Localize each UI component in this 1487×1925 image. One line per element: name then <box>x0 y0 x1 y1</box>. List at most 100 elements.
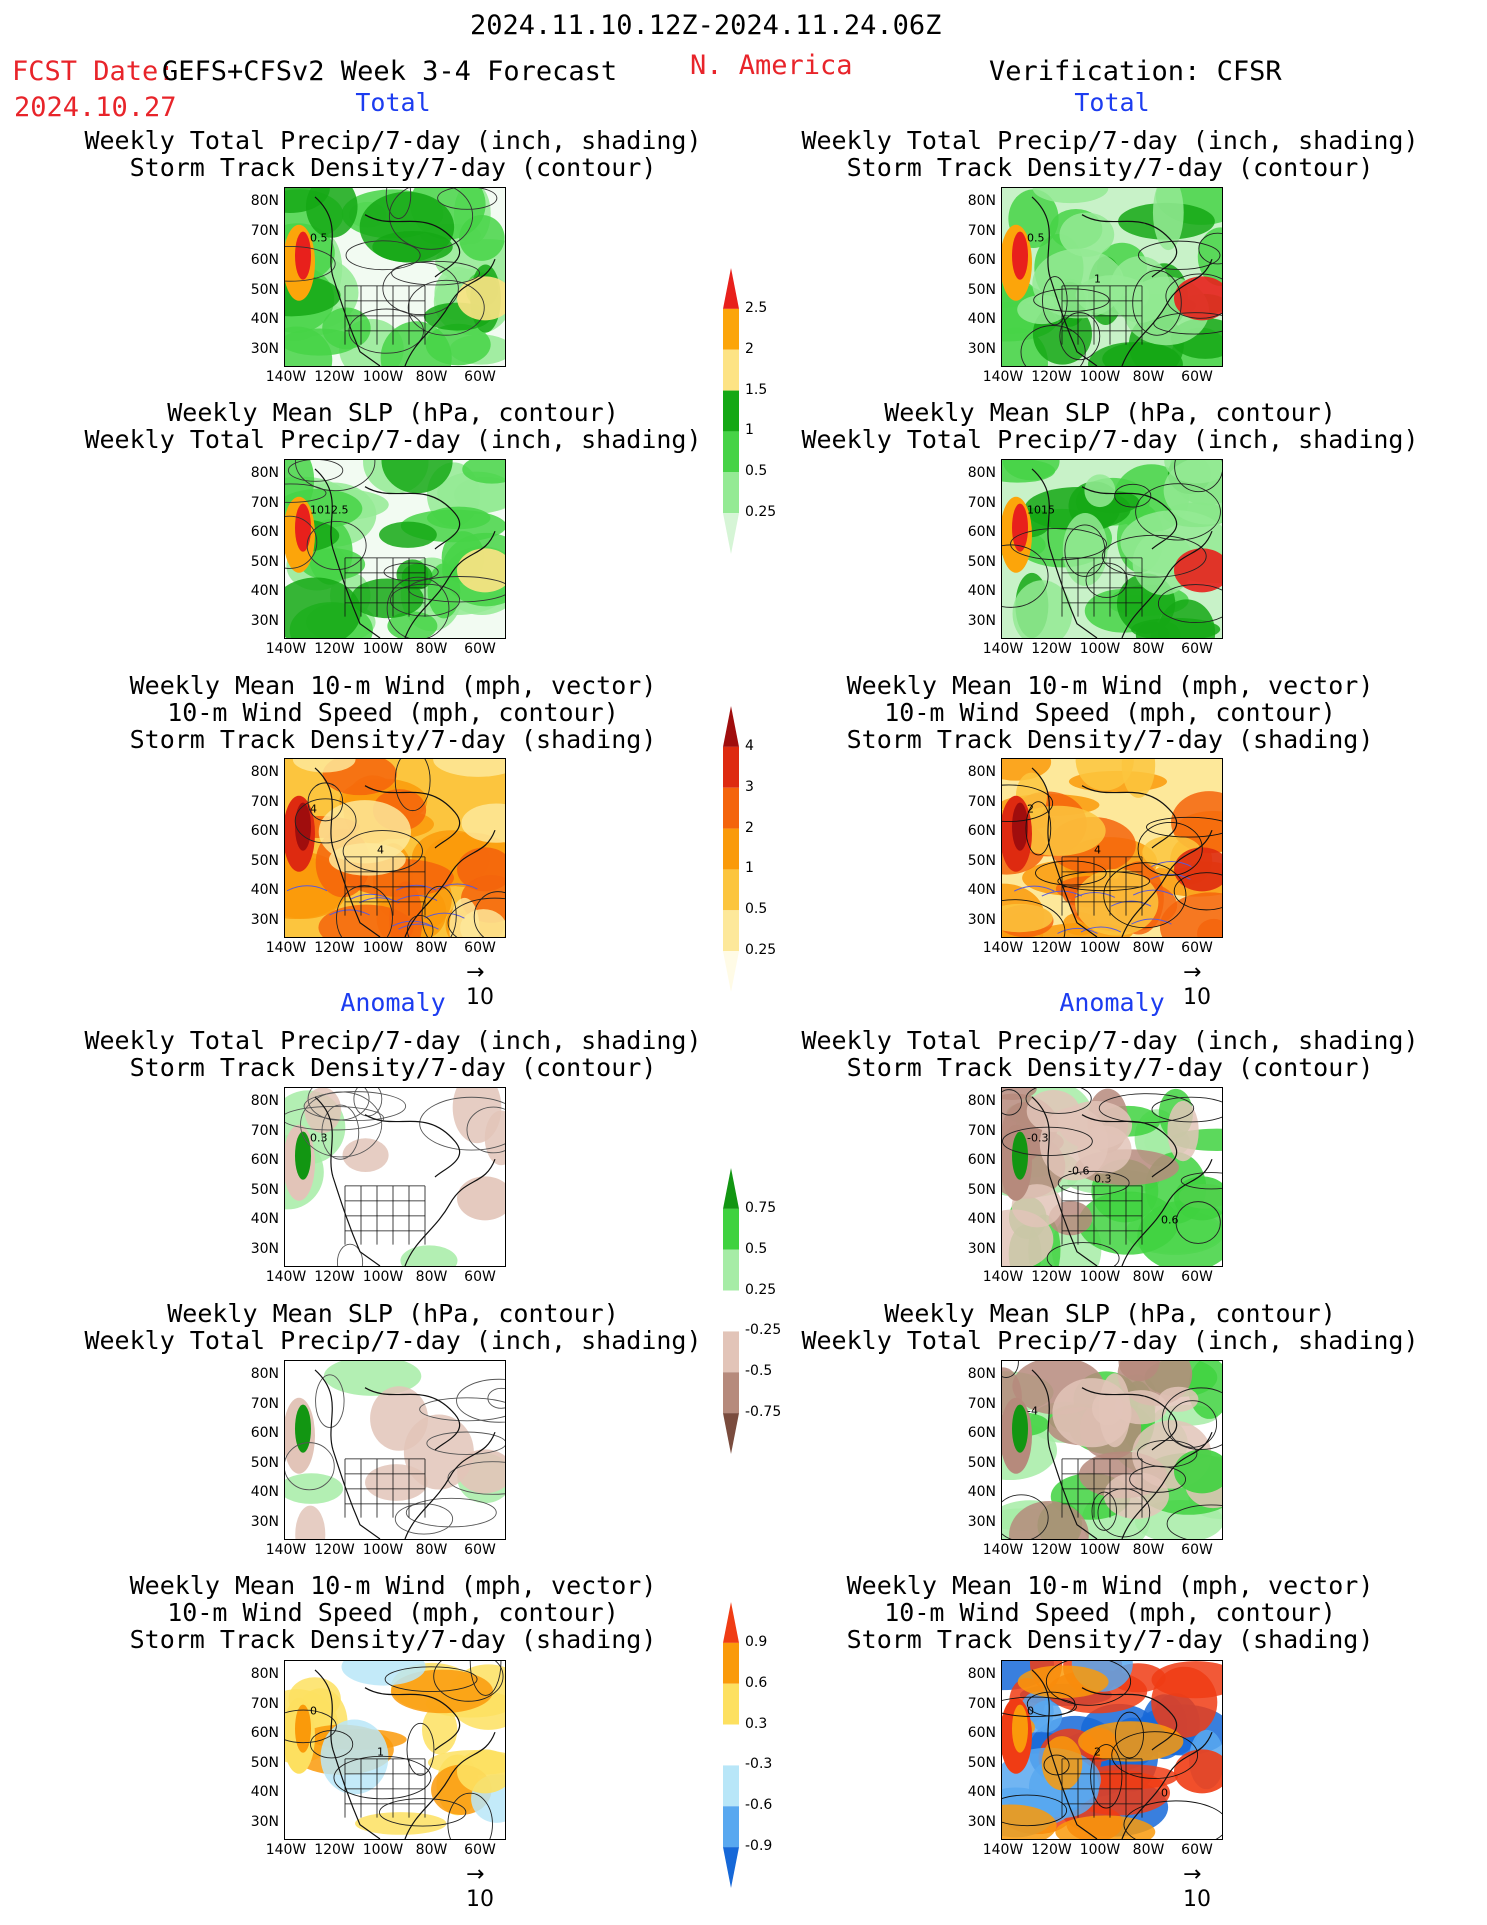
contour-line <box>1057 870 1151 892</box>
colorbar-precip-total <box>723 268 739 554</box>
longitude-tick-label: 60W <box>1181 1269 1213 1285</box>
latitude-tick-label: 80N <box>250 465 279 481</box>
contour-line <box>1026 1691 1076 1717</box>
contour-line <box>437 188 498 210</box>
latitude-tick-label: 50N <box>250 852 279 869</box>
title-obs-wind-total: Weekly Mean 10-m Wind (mph, vector) 10-m… <box>846 671 1374 754</box>
shading-area-east <box>457 1449 505 1494</box>
longitude-tick-label: 80W <box>1132 1269 1165 1285</box>
wind-vector-streak <box>1057 927 1098 934</box>
shading-area <box>379 521 437 548</box>
contour-line <box>406 1722 435 1776</box>
colorbar-swatch <box>723 1683 739 1725</box>
latitude-tick-label: 40N <box>250 583 279 599</box>
latitude-tick-label: 80N <box>250 764 279 780</box>
map-panel-fc-slp-total: 1012.5 <box>284 459 506 639</box>
colorbar-tick-label: 2 <box>745 340 754 357</box>
contour-line <box>1002 1361 1019 1378</box>
latitude-tick-label: 30N <box>967 1240 996 1257</box>
section-anomaly-forecast: Anomaly <box>340 988 446 1017</box>
shading-area <box>1188 1361 1222 1419</box>
colorbar-swatch <box>723 1413 739 1454</box>
contour-line <box>285 1442 335 1491</box>
latitude-tick-label: 60N <box>967 1425 996 1441</box>
latitude-tick-label: 30N <box>250 1813 279 1830</box>
contour-label: -0.6 <box>1068 1164 1089 1177</box>
shading-area <box>433 759 505 777</box>
longitude-tick-label: 100W <box>362 940 404 956</box>
section-total-verification: Total <box>1074 88 1150 117</box>
latitude-tick-label: 80N <box>250 1093 279 1109</box>
title-fc-slp-anom: Weekly Mean SLP (hPa, contour) Weekly To… <box>84 1299 702 1355</box>
vector-ref-obs-anom: → 10 <box>1183 1862 1211 1912</box>
map-panel-obs-precip-anom: -0.3 0.3 0.6 -0.6 <box>1001 1087 1223 1267</box>
latitude-tick-label: 50N <box>967 553 996 570</box>
latitude-tick-label: 60N <box>250 252 279 268</box>
longitude-tick-label: 120W <box>314 940 355 956</box>
latitude-tick-label: 40N <box>967 311 996 327</box>
contour-line <box>487 1387 505 1409</box>
shading-area <box>1197 227 1222 287</box>
contour-line <box>315 1374 345 1428</box>
shading-area-east <box>457 276 505 321</box>
colorbar-tick-label: 0.25 <box>745 1281 777 1298</box>
latitude-tick-label: 60N <box>967 524 996 540</box>
longitude-tick-label: 140W <box>982 1542 1024 1558</box>
latitude-tick-label: 40N <box>250 1211 279 1227</box>
shading-area-east <box>457 1749 505 1794</box>
latitude-tick-label: 50N <box>250 1181 279 1198</box>
title-obs-slp-anom: Weekly Mean SLP (hPa, contour) Weekly To… <box>801 1299 1419 1355</box>
fcst-date-value: 2024.10.27 <box>14 92 177 123</box>
longitude-tick-label: 100W <box>1079 1542 1121 1558</box>
longitude-tick-label: 140W <box>982 1842 1024 1858</box>
verification-label: Verification: CFSR <box>989 56 1282 87</box>
longitude-tick-label: 60W <box>464 1842 496 1858</box>
contour-label: 0 <box>1027 1704 1034 1717</box>
contour-line <box>1111 1731 1199 1779</box>
colorbar-tick-label: 0.25 <box>745 942 777 959</box>
latitude-tick-label: 70N <box>250 793 279 810</box>
latitude-tick-label: 70N <box>967 1695 996 1712</box>
colorbar-tick-label: 3 <box>745 778 754 795</box>
contour-line <box>1146 816 1222 838</box>
shading-area-east <box>457 548 505 593</box>
contour-line <box>1161 1387 1222 1450</box>
longitude-tick-label: 80W <box>415 641 448 657</box>
contour-line <box>1180 1172 1222 1190</box>
title-fc-wind-total: Weekly Mean 10-m Wind (mph, vector) 10-m… <box>129 671 657 754</box>
fcst-date-label: FCST Date: <box>12 56 175 87</box>
colorbar-swatch <box>723 951 739 992</box>
shading-area <box>387 611 438 638</box>
contour-line <box>285 483 327 503</box>
longitude-tick-label: 100W <box>362 641 404 657</box>
shading-area-east <box>1174 548 1222 593</box>
colorbar-swatch <box>723 787 739 829</box>
contour-line <box>386 576 450 638</box>
shading-area-east <box>1174 276 1222 321</box>
shading-area <box>1103 1472 1169 1519</box>
colorbar-precip-anom <box>723 1168 739 1454</box>
longitude-tick-label: 140W <box>982 940 1024 956</box>
contour-line <box>1114 483 1152 508</box>
latitude-tick-label: 40N <box>967 1784 996 1800</box>
contour-line <box>447 897 505 937</box>
contour-label: 0 <box>310 1704 317 1717</box>
contour-line <box>294 798 357 844</box>
valid-period-title: 2024.11.10.12Z-2024.11.24.06Z <box>470 10 942 41</box>
shading-area-west-coast-core <box>1012 1404 1028 1453</box>
latitude-tick-label: 30N <box>250 1240 279 1257</box>
shading-area-west-coast-core <box>295 503 311 552</box>
contour-line <box>466 1106 505 1154</box>
contour-line <box>1167 1400 1218 1448</box>
colorbar-swatch <box>723 1724 739 1766</box>
longitude-tick-label: 140W <box>265 1542 307 1558</box>
vector-ref-obs-total: → 10 <box>1183 960 1211 1010</box>
contour-line <box>406 914 434 937</box>
latitude-tick-label: 50N <box>250 1754 279 1771</box>
latitude-tick-label: 30N <box>250 1513 279 1530</box>
contour-line <box>469 1661 502 1696</box>
longitude-tick-label: 60W <box>464 369 496 385</box>
